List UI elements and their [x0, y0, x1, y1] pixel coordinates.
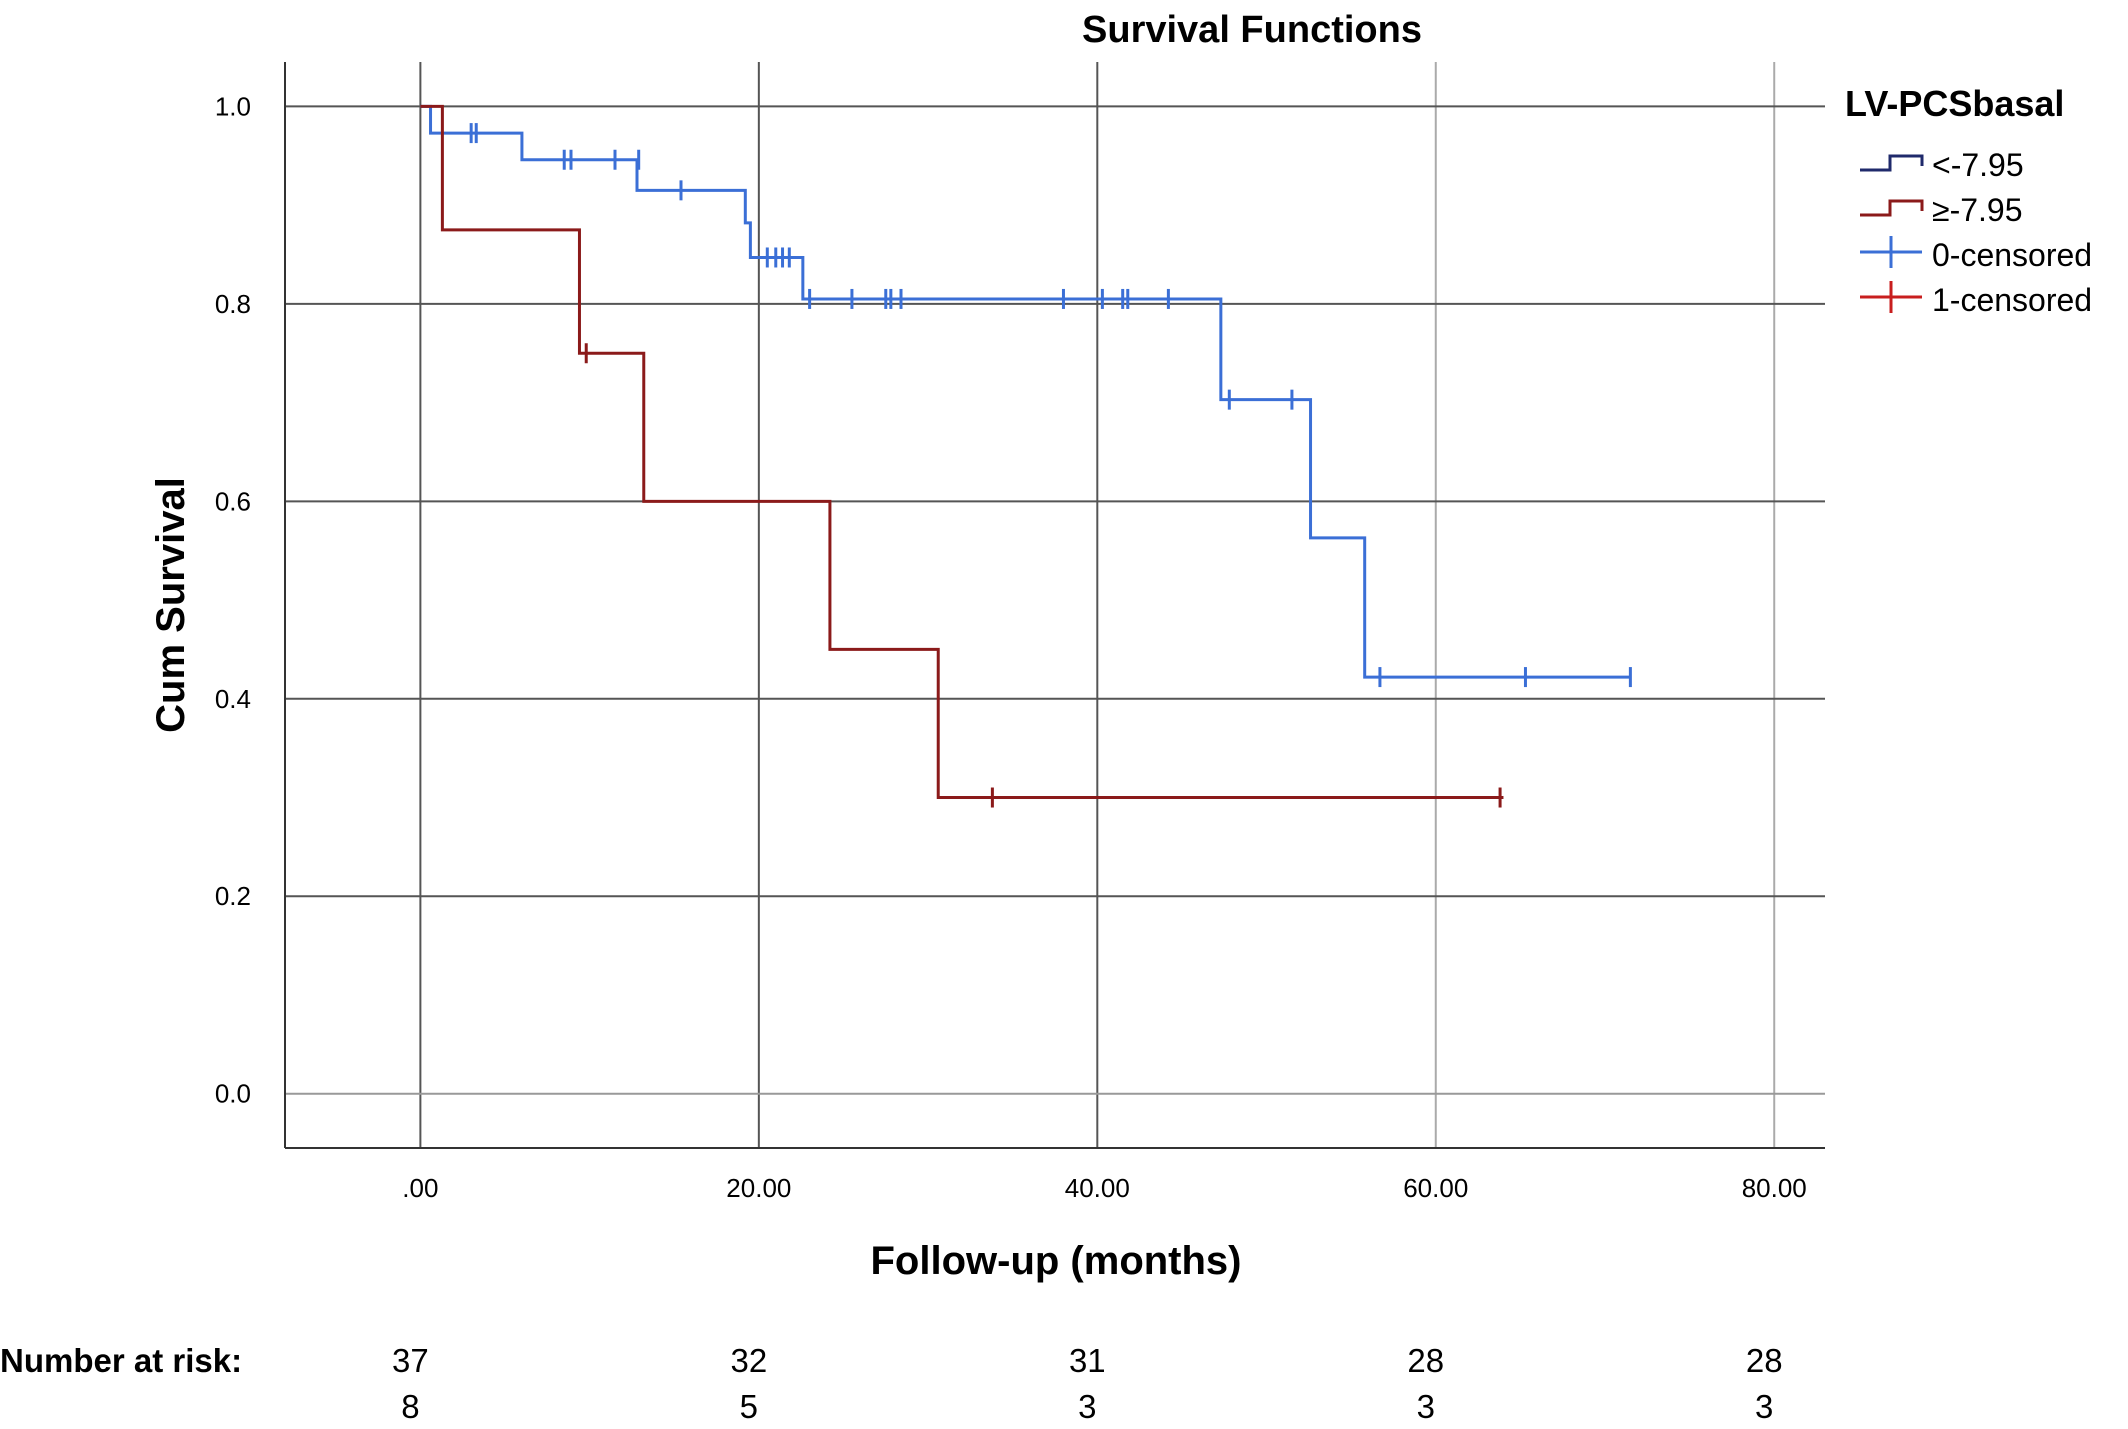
- number-at-risk-value: 32: [730, 1342, 767, 1379]
- x-tick-label: 60.00: [1403, 1173, 1468, 1203]
- number-at-risk-value: 31: [1069, 1342, 1106, 1379]
- y-tick-label: 0.6: [215, 486, 251, 516]
- y-tick-label: 0.4: [215, 684, 251, 714]
- x-tick-label: 80.00: [1742, 1173, 1807, 1203]
- survival-curve: [420, 104, 1504, 800]
- legend-label: 1-censored: [1932, 282, 2092, 318]
- legend-title: LV-PCSbasal: [1845, 83, 2064, 124]
- legend-label: ≥-7.95: [1932, 192, 2023, 228]
- x-tick-label: 40.00: [1065, 1173, 1130, 1203]
- x-axis-label: Follow-up (months): [870, 1239, 1241, 1283]
- number-at-risk-value: 37: [392, 1342, 429, 1379]
- legend-swatch: [1860, 199, 1924, 217]
- survival-curve: [420, 104, 1631, 679]
- legend-item: <-7.95: [1860, 147, 2024, 183]
- y-tick-label: 0.8: [215, 289, 251, 319]
- chart-title: Survival Functions: [1082, 9, 1422, 51]
- number-at-risk-value: 3: [1417, 1388, 1435, 1425]
- legend-item: 1-censored: [1860, 281, 2092, 318]
- number-at-risk-value: 28: [1746, 1342, 1783, 1379]
- number-at-risk-value: 3: [1755, 1388, 1773, 1425]
- number-at-risk-values: 37 32 31 28 28 8 5 3 3 3: [392, 1342, 1783, 1425]
- number-at-risk-value: 8: [401, 1388, 419, 1425]
- x-tick-label: .00: [402, 1173, 438, 1203]
- y-tick-label: 1.0: [215, 91, 251, 121]
- censor-markers: [469, 123, 1632, 808]
- number-at-risk-value: 5: [740, 1388, 758, 1425]
- number-at-risk-value: 28: [1407, 1342, 1444, 1379]
- legend-items: <-7.95 ≥-7.95 0-censored 1-censored: [1860, 147, 2092, 318]
- x-tick-label: 20.00: [726, 1173, 791, 1203]
- legend: LV-PCSbasal <-7.95 ≥-7.95 0-censored 1-cens…: [1845, 83, 2092, 318]
- y-tick-label: 0.0: [215, 1079, 251, 1109]
- legend-item: ≥-7.95: [1860, 192, 2023, 228]
- y-tick-label: 0.2: [215, 881, 251, 911]
- grid-lines: [285, 62, 1825, 1148]
- legend-label: <-7.95: [1932, 147, 2024, 183]
- y-tick-labels: 0.0 0.2 0.4 0.6 0.8 1.0: [215, 91, 251, 1108]
- legend-item: 0-censored: [1860, 236, 2092, 273]
- number-at-risk-table: Number at risk: 37 32 31 28 28 8 5 3 3 3: [0, 1342, 1783, 1425]
- legend-swatch: [1860, 154, 1924, 172]
- number-at-risk-label: Number at risk:: [0, 1342, 242, 1379]
- survival-curves: [420, 104, 1631, 800]
- x-tick-labels: .00 20.00 40.00 60.00 80.00: [402, 1173, 1806, 1203]
- legend-label: 0-censored: [1932, 237, 2092, 273]
- number-at-risk-value: 3: [1078, 1388, 1096, 1425]
- y-axis-label: Cum Survival: [149, 477, 193, 733]
